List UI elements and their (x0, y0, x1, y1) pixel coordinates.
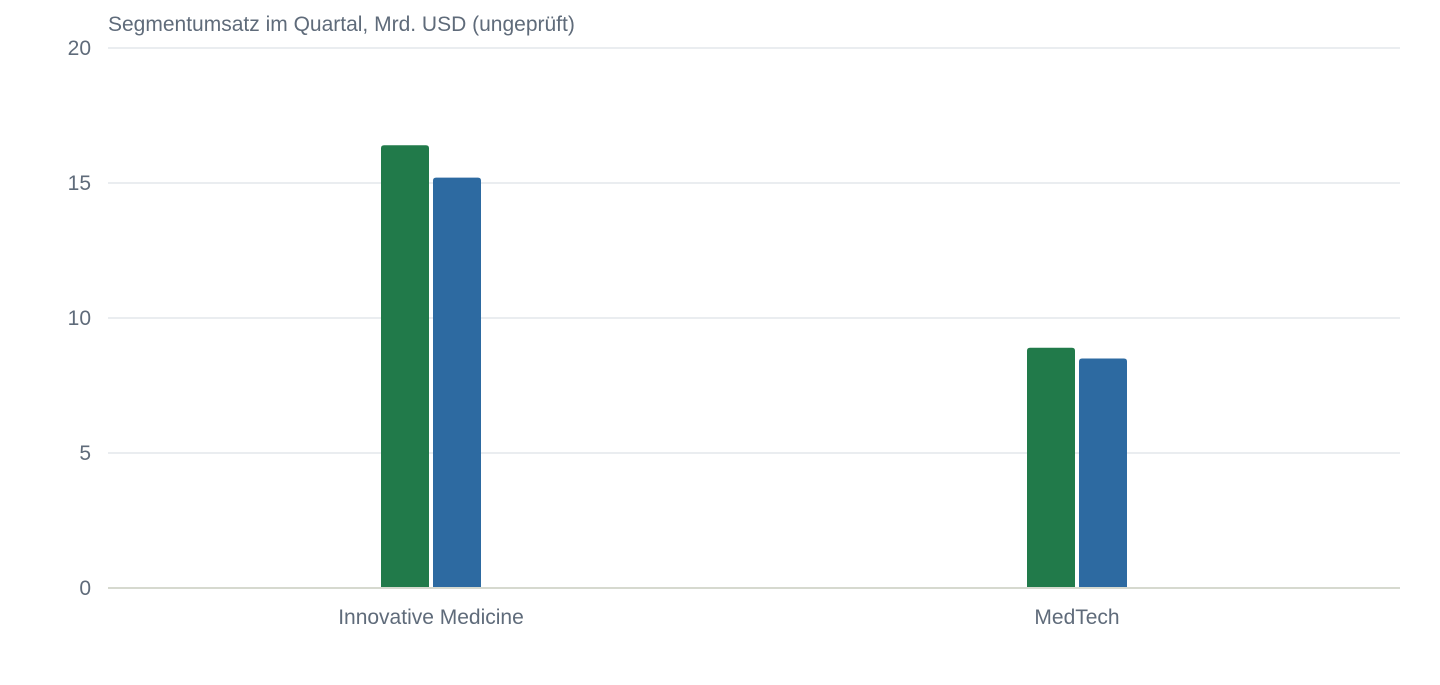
bar-series-1-cat-1 (381, 145, 429, 588)
y-tick-label: 20 (68, 37, 91, 60)
x-axis-labels: Innovative Medicine MedTech (108, 587, 1400, 629)
y-axis-ticks: 0 5 10 15 20 (68, 37, 91, 600)
y-tick-label: 15 (68, 172, 91, 195)
x-category-label: Innovative Medicine (338, 606, 524, 629)
bar-series-2-cat-1 (433, 177, 481, 588)
y-tick-label: 10 (68, 307, 91, 330)
bar-series-1-cat-2 (1027, 347, 1075, 588)
bars (381, 145, 1127, 588)
x-category-label: MedTech (1034, 606, 1119, 629)
y-tick-label: 0 (79, 577, 91, 600)
bar-series-2-cat-2 (1079, 358, 1127, 588)
chart-title: Segmentumsatz im Quartal, Mrd. USD (unge… (108, 13, 575, 36)
y-tick-label: 5 (79, 442, 91, 465)
gridlines (108, 47, 1400, 454)
